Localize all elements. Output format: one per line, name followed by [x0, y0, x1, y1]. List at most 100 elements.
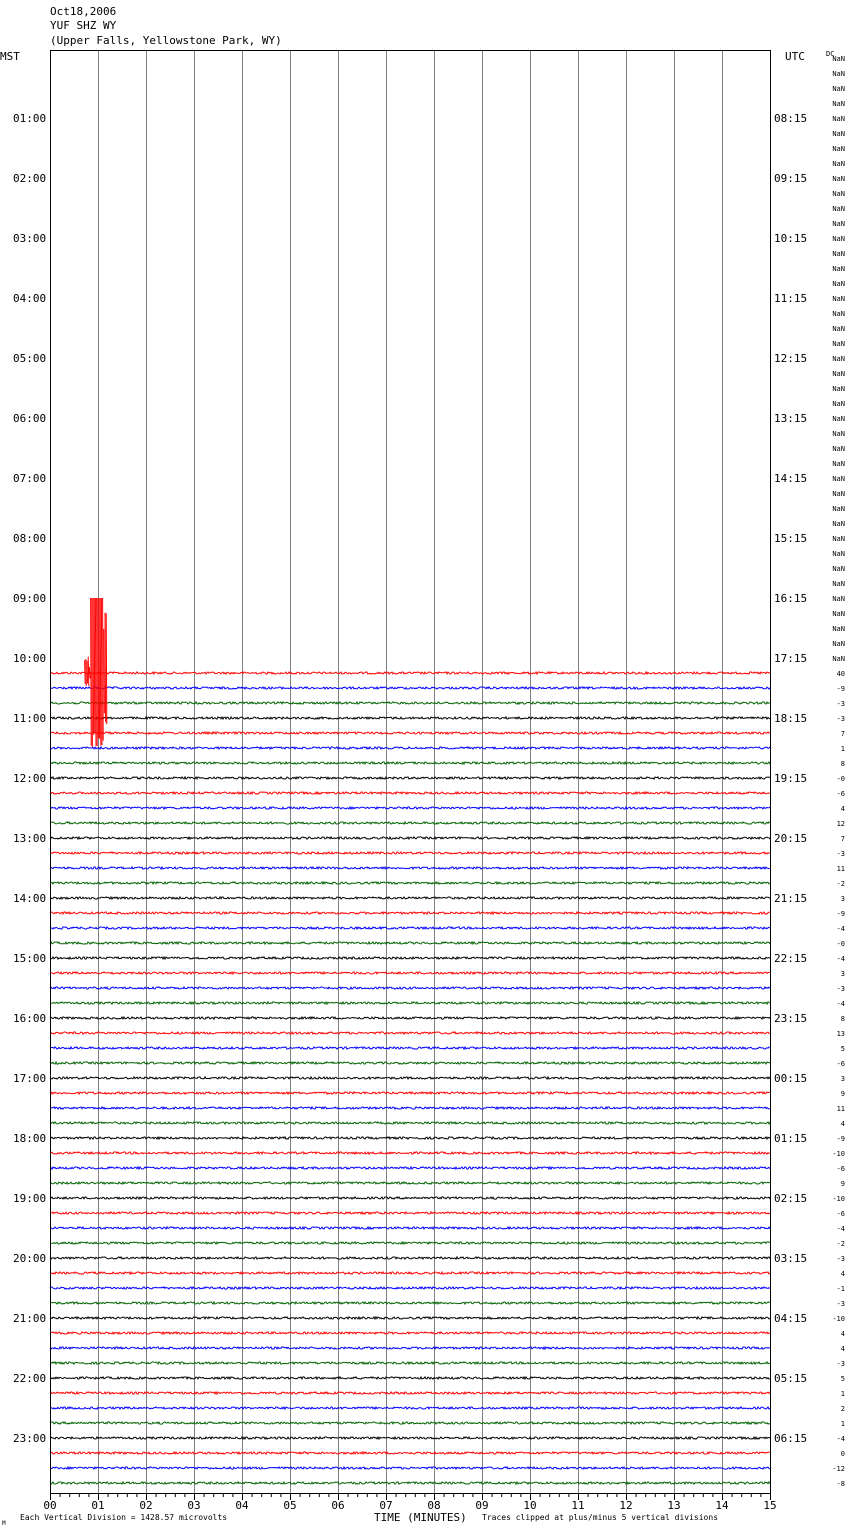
dc-offset-row-47: 8: [841, 760, 845, 768]
dc-offset-row-87: -3: [837, 1360, 845, 1368]
utc-hour-label: 01:15: [774, 1132, 807, 1145]
utc-hour-label: 14:15: [774, 472, 807, 485]
dc-offset-row-33: NaN: [832, 550, 845, 558]
mst-hour-label: 09:00: [13, 592, 46, 605]
utc-hour-label: 20:15: [774, 832, 807, 845]
dc-offset-row-3: NaN: [832, 100, 845, 108]
trace-row-87: [49, 1360, 771, 1366]
dc-offset-row-58: -4: [837, 925, 845, 933]
trace-row-64: [49, 1015, 771, 1021]
labels-layer: 00 01 02 03 04 05 06 07 08 09 10 11 12 13 14 1501:0002:…: [13, 55, 845, 1512]
utc-hour-label: 16:15: [774, 592, 807, 605]
utc-hour-label: 03:15: [774, 1252, 807, 1265]
trace-row-91: [49, 1420, 771, 1426]
plot-frame: [50, 50, 771, 1494]
dc-offset-row-71: 4: [841, 1120, 845, 1128]
trace-row-44: [49, 715, 771, 721]
utc-hour-label: 22:15: [774, 952, 807, 965]
utc-hour-label: 21:15: [774, 892, 807, 905]
dc-offset-row-79: -2: [837, 1240, 845, 1248]
dc-offset-row-54: 11: [837, 865, 845, 873]
dc-offset-row-18: NaN: [832, 325, 845, 333]
mst-hour-label: 06:00: [13, 412, 46, 425]
dc-offset-row-92: -4: [837, 1435, 845, 1443]
x-tick-label-01: 01: [91, 1499, 104, 1512]
dc-offset-row-51: 12: [837, 820, 845, 828]
dc-offset-row-93: 0: [841, 1450, 845, 1458]
trace-row-53: [49, 850, 771, 856]
dc-offset-row-69: 9: [841, 1090, 845, 1098]
dc-offset-row-89: 1: [841, 1390, 845, 1398]
dc-column-label: DC: [826, 50, 835, 58]
station-location: (Upper Falls, Yellowstone Park, WY): [50, 34, 282, 47]
dc-offset-row-63: -4: [837, 1000, 845, 1008]
trace-row-77: [49, 1210, 771, 1216]
mst-hour-label: 02:00: [13, 172, 46, 185]
dc-offset-row-25: NaN: [832, 430, 845, 438]
x-tick-label-06: 06: [331, 1499, 344, 1512]
dc-offset-row-35: NaN: [832, 580, 845, 588]
x-tick-label-02: 02: [139, 1499, 152, 1512]
dc-offset-row-11: NaN: [832, 220, 845, 228]
dc-offset-row-14: NaN: [832, 265, 845, 273]
trace-row-55: [49, 880, 771, 886]
dc-offset-row-73: -10: [832, 1150, 845, 1158]
trace-row-59: [49, 940, 771, 946]
dc-offset-row-27: NaN: [832, 460, 845, 468]
trace-row-70: [49, 1105, 771, 1111]
x-tick-label-09: 09: [475, 1499, 488, 1512]
dc-offset-row-49: -6: [837, 790, 845, 798]
dc-offset-row-90: 2: [841, 1405, 845, 1413]
x-tick-label-04: 04: [235, 1499, 249, 1512]
dc-offset-row-10: NaN: [832, 205, 845, 213]
x-tick-label-05: 05: [283, 1499, 296, 1512]
trace-row-93: [49, 1450, 771, 1456]
dc-offset-row-36: NaN: [832, 595, 845, 603]
dc-offset-row-42: -9: [837, 685, 845, 693]
dc-offset-row-8: NaN: [832, 175, 845, 183]
dc-offset-row-39: NaN: [832, 640, 845, 648]
dc-offset-row-46: 1: [841, 745, 845, 753]
dc-offset-row-21: NaN: [832, 370, 845, 378]
dc-offset-row-20: NaN: [832, 355, 845, 363]
dc-offset-row-86: 4: [841, 1345, 845, 1353]
traces-layer: [49, 670, 771, 1486]
trace-row-75: [49, 1180, 771, 1186]
dc-offset-row-50: 4: [841, 805, 845, 813]
dc-offset-row-80: -3: [837, 1255, 845, 1263]
utc-hour-label: 02:15: [774, 1192, 807, 1205]
trace-row-71: [49, 1120, 771, 1126]
station-code: YUF SHZ WY: [50, 19, 117, 32]
mst-hour-label: 04:00: [13, 292, 46, 305]
x-tick-label-08: 08: [427, 1499, 440, 1512]
trace-row-78: [49, 1225, 771, 1231]
dc-offset-row-23: NaN: [832, 400, 845, 408]
trace-row-90: [49, 1405, 771, 1411]
mst-hour-label: 16:00: [13, 1012, 46, 1025]
trace-row-46: [49, 745, 771, 751]
x-tick-label-11: 11: [571, 1499, 584, 1512]
x-tick-label-10: 10: [523, 1499, 536, 1512]
mst-hour-label: 03:00: [13, 232, 46, 245]
x-tick-label-03: 03: [187, 1499, 200, 1512]
dc-offset-row-26: NaN: [832, 445, 845, 453]
mst-hour-label: 11:00: [13, 712, 46, 725]
utc-hour-label: 15:15: [774, 532, 807, 545]
mst-hour-label: 10:00: [13, 652, 46, 665]
dc-offset-row-2: NaN: [832, 85, 845, 93]
x-tick-label-12: 12: [619, 1499, 632, 1512]
clipping-note: Traces clipped at plus/minus 5 vertical …: [482, 1513, 719, 1522]
trace-row-51: [49, 820, 771, 826]
trace-row-56: [50, 895, 771, 901]
utc-hour-label: 19:15: [774, 772, 807, 785]
dc-offset-row-19: NaN: [832, 340, 845, 348]
trace-row-61: [49, 970, 771, 976]
mst-hour-label: 17:00: [13, 1072, 46, 1085]
dc-offset-row-75: 9: [841, 1180, 845, 1188]
trace-row-58: [49, 925, 771, 931]
x-tick-label-15: 15: [763, 1499, 776, 1512]
x-tick-label-00: 00: [43, 1499, 56, 1512]
trace-row-74: [49, 1165, 771, 1171]
dc-offset-row-4: NaN: [832, 115, 845, 123]
